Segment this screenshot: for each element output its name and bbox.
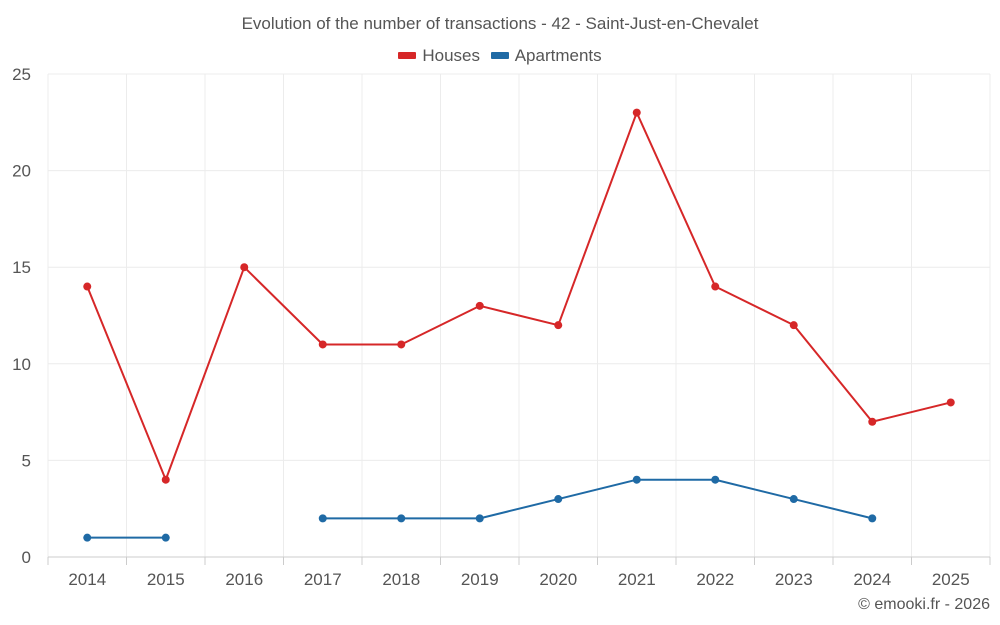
data-point-houses[interactable] bbox=[711, 282, 720, 291]
data-point-houses[interactable] bbox=[554, 321, 563, 330]
x-tick-label: 2018 bbox=[382, 570, 420, 589]
data-point-houses[interactable] bbox=[240, 263, 249, 272]
x-tick-label: 2017 bbox=[304, 570, 342, 589]
data-point-houses[interactable] bbox=[318, 340, 327, 349]
x-tick-label: 2023 bbox=[775, 570, 813, 589]
y-tick-label: 15 bbox=[12, 258, 31, 277]
data-point-houses[interactable] bbox=[83, 282, 92, 291]
data-point-apartments[interactable] bbox=[397, 514, 406, 523]
x-tick-label: 2020 bbox=[539, 570, 577, 589]
data-point-houses[interactable] bbox=[946, 398, 955, 407]
legend-swatch-apartments bbox=[490, 52, 509, 59]
x-tick-label: 2025 bbox=[932, 570, 970, 589]
data-point-apartments[interactable] bbox=[711, 475, 720, 484]
data-point-houses[interactable] bbox=[868, 417, 877, 426]
data-point-apartments[interactable] bbox=[161, 533, 170, 542]
y-tick-label: 5 bbox=[22, 451, 31, 470]
y-tick-label: 0 bbox=[22, 548, 31, 567]
legend-swatch-houses bbox=[398, 52, 417, 59]
data-point-apartments[interactable] bbox=[868, 514, 877, 523]
data-point-apartments[interactable] bbox=[83, 533, 92, 542]
y-tick-label: 10 bbox=[12, 355, 31, 374]
y-tick-label: 25 bbox=[12, 65, 31, 84]
data-point-apartments[interactable] bbox=[554, 495, 563, 504]
data-point-houses[interactable] bbox=[632, 108, 641, 117]
x-tick-label: 2015 bbox=[147, 570, 185, 589]
x-tick-label: 2019 bbox=[461, 570, 499, 589]
x-tick-label: 2016 bbox=[225, 570, 263, 589]
data-point-houses[interactable] bbox=[161, 475, 170, 484]
data-point-houses[interactable] bbox=[475, 301, 484, 310]
series-line-houses bbox=[86, 111, 951, 481]
data-point-apartments[interactable] bbox=[318, 514, 327, 523]
chart-title: Evolution of the number of transactions … bbox=[241, 14, 759, 33]
x-tick-label: 2014 bbox=[68, 570, 106, 589]
data-point-apartments[interactable] bbox=[632, 475, 641, 484]
credit-text: © emooki.fr - 2026 bbox=[858, 596, 990, 613]
x-tick-label: 2021 bbox=[618, 570, 656, 589]
x-tick-label: 2024 bbox=[853, 570, 891, 589]
legend-item-apartments[interactable]: Apartments bbox=[490, 45, 602, 66]
legend: Houses Apartments bbox=[0, 44, 1000, 66]
legend-label-apartments: Apartments bbox=[514, 45, 602, 65]
y-tick-label: 20 bbox=[12, 162, 31, 181]
legend-label-houses: Houses bbox=[422, 45, 480, 65]
data-point-apartments[interactable] bbox=[475, 514, 484, 523]
x-tick-label: 2022 bbox=[696, 570, 734, 589]
series-line-apartments bbox=[322, 478, 873, 520]
data-point-apartments[interactable] bbox=[789, 495, 798, 504]
data-point-houses[interactable] bbox=[397, 340, 406, 349]
legend-item-houses[interactable]: Houses bbox=[398, 46, 480, 66]
data-point-houses[interactable] bbox=[789, 321, 798, 330]
